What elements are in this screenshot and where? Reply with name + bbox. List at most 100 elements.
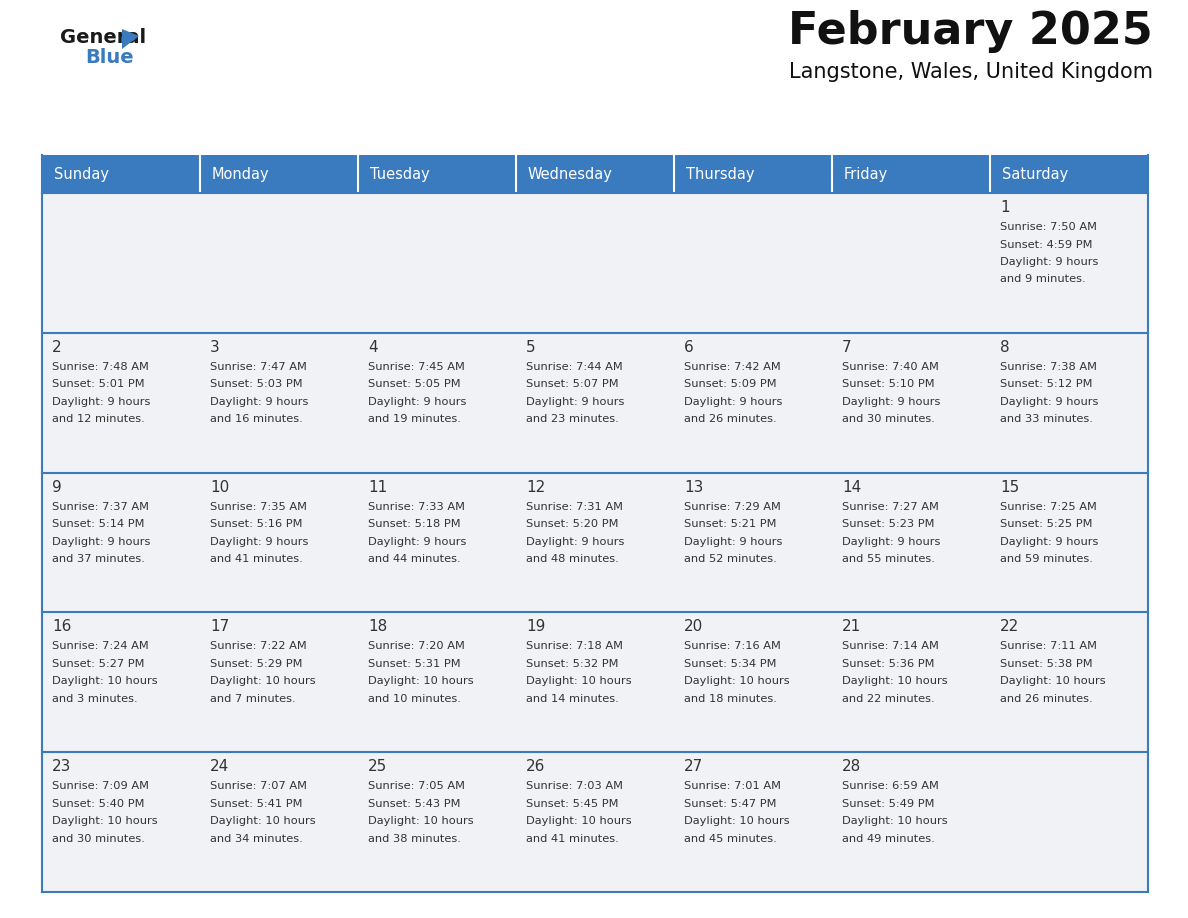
Text: Daylight: 10 hours: Daylight: 10 hours <box>210 816 316 826</box>
Text: Sunset: 5:20 PM: Sunset: 5:20 PM <box>526 519 619 529</box>
Bar <box>674 155 832 193</box>
Bar <box>516 612 674 752</box>
Text: Sunrise: 6:59 AM: Sunrise: 6:59 AM <box>842 781 939 791</box>
Text: General: General <box>61 28 146 47</box>
Text: 2: 2 <box>52 340 62 354</box>
Text: and 9 minutes.: and 9 minutes. <box>1000 274 1086 285</box>
Bar <box>674 612 832 752</box>
Text: 9: 9 <box>52 479 62 495</box>
Text: Daylight: 9 hours: Daylight: 9 hours <box>526 397 625 407</box>
Bar <box>42 612 200 752</box>
Text: Sunset: 4:59 PM: Sunset: 4:59 PM <box>1000 240 1093 250</box>
Text: Sunset: 5:12 PM: Sunset: 5:12 PM <box>1000 379 1093 389</box>
Text: and 34 minutes.: and 34 minutes. <box>210 834 303 844</box>
Bar <box>358 333 516 473</box>
Text: Daylight: 9 hours: Daylight: 9 hours <box>368 537 467 546</box>
Text: Daylight: 9 hours: Daylight: 9 hours <box>684 397 783 407</box>
Text: 14: 14 <box>842 479 861 495</box>
Text: Blue: Blue <box>86 48 133 67</box>
Text: Sunrise: 7:24 AM: Sunrise: 7:24 AM <box>52 642 148 652</box>
Text: Sunset: 5:31 PM: Sunset: 5:31 PM <box>368 659 461 669</box>
Text: 27: 27 <box>684 759 703 774</box>
Bar <box>832 155 990 193</box>
Text: 19: 19 <box>526 620 545 634</box>
Text: Sunrise: 7:07 AM: Sunrise: 7:07 AM <box>210 781 307 791</box>
Bar <box>42 193 200 333</box>
Text: 24: 24 <box>210 759 229 774</box>
Bar <box>200 193 358 333</box>
Text: Sunrise: 7:20 AM: Sunrise: 7:20 AM <box>368 642 465 652</box>
Text: Sunrise: 7:45 AM: Sunrise: 7:45 AM <box>368 362 465 372</box>
Text: Daylight: 10 hours: Daylight: 10 hours <box>1000 677 1106 687</box>
Bar <box>990 473 1148 612</box>
Text: and 41 minutes.: and 41 minutes. <box>210 554 303 564</box>
Text: Daylight: 10 hours: Daylight: 10 hours <box>684 816 790 826</box>
Text: and 16 minutes.: and 16 minutes. <box>210 414 303 424</box>
Bar <box>200 473 358 612</box>
Text: Sunrise: 7:09 AM: Sunrise: 7:09 AM <box>52 781 148 791</box>
Text: Sunrise: 7:22 AM: Sunrise: 7:22 AM <box>210 642 307 652</box>
Text: Wednesday: Wednesday <box>527 166 613 182</box>
Text: Daylight: 10 hours: Daylight: 10 hours <box>52 677 158 687</box>
Text: Daylight: 10 hours: Daylight: 10 hours <box>368 677 474 687</box>
Bar <box>832 193 990 333</box>
Text: Sunrise: 7:27 AM: Sunrise: 7:27 AM <box>842 501 939 511</box>
Bar <box>200 612 358 752</box>
Text: Sunset: 5:29 PM: Sunset: 5:29 PM <box>210 659 303 669</box>
Text: Sunrise: 7:18 AM: Sunrise: 7:18 AM <box>526 642 623 652</box>
Text: 25: 25 <box>368 759 387 774</box>
Bar <box>990 752 1148 892</box>
Text: Sunset: 5:40 PM: Sunset: 5:40 PM <box>52 799 145 809</box>
Polygon shape <box>122 29 139 49</box>
Text: 7: 7 <box>842 340 852 354</box>
Bar <box>832 473 990 612</box>
Bar <box>42 752 200 892</box>
Text: Sunrise: 7:03 AM: Sunrise: 7:03 AM <box>526 781 623 791</box>
Text: Sunset: 5:07 PM: Sunset: 5:07 PM <box>526 379 619 389</box>
Bar <box>516 752 674 892</box>
Bar <box>200 155 358 193</box>
Text: 17: 17 <box>210 620 229 634</box>
Text: Sunset: 5:03 PM: Sunset: 5:03 PM <box>210 379 303 389</box>
Text: Sunset: 5:47 PM: Sunset: 5:47 PM <box>684 799 777 809</box>
Text: Sunrise: 7:11 AM: Sunrise: 7:11 AM <box>1000 642 1097 652</box>
Text: 16: 16 <box>52 620 71 634</box>
Bar <box>674 193 832 333</box>
Text: and 26 minutes.: and 26 minutes. <box>1000 694 1093 704</box>
Text: and 18 minutes.: and 18 minutes. <box>684 694 777 704</box>
Text: Sunset: 5:09 PM: Sunset: 5:09 PM <box>684 379 777 389</box>
Text: Sunset: 5:43 PM: Sunset: 5:43 PM <box>368 799 461 809</box>
Bar <box>516 333 674 473</box>
Text: Sunset: 5:49 PM: Sunset: 5:49 PM <box>842 799 935 809</box>
Text: and 23 minutes.: and 23 minutes. <box>526 414 619 424</box>
Text: Sunset: 5:25 PM: Sunset: 5:25 PM <box>1000 519 1093 529</box>
Text: 3: 3 <box>210 340 220 354</box>
Text: Sunrise: 7:44 AM: Sunrise: 7:44 AM <box>526 362 623 372</box>
Bar <box>358 612 516 752</box>
Text: and 37 minutes.: and 37 minutes. <box>52 554 145 564</box>
Text: Daylight: 10 hours: Daylight: 10 hours <box>842 677 948 687</box>
Text: February 2025: February 2025 <box>789 10 1154 53</box>
Text: Sunrise: 7:16 AM: Sunrise: 7:16 AM <box>684 642 781 652</box>
Text: Sunrise: 7:01 AM: Sunrise: 7:01 AM <box>684 781 781 791</box>
Bar <box>200 752 358 892</box>
Text: and 10 minutes.: and 10 minutes. <box>368 694 461 704</box>
Text: Sunrise: 7:05 AM: Sunrise: 7:05 AM <box>368 781 465 791</box>
Text: and 33 minutes.: and 33 minutes. <box>1000 414 1093 424</box>
Text: Sunset: 5:41 PM: Sunset: 5:41 PM <box>210 799 303 809</box>
Text: and 26 minutes.: and 26 minutes. <box>684 414 777 424</box>
Text: Daylight: 10 hours: Daylight: 10 hours <box>526 816 632 826</box>
Text: Sunrise: 7:33 AM: Sunrise: 7:33 AM <box>368 501 465 511</box>
Text: and 38 minutes.: and 38 minutes. <box>368 834 461 844</box>
Text: 20: 20 <box>684 620 703 634</box>
Text: 11: 11 <box>368 479 387 495</box>
Text: and 59 minutes.: and 59 minutes. <box>1000 554 1093 564</box>
Text: Daylight: 10 hours: Daylight: 10 hours <box>842 816 948 826</box>
Text: and 12 minutes.: and 12 minutes. <box>52 414 145 424</box>
Text: 6: 6 <box>684 340 694 354</box>
Text: 15: 15 <box>1000 479 1019 495</box>
Bar <box>990 612 1148 752</box>
Bar <box>516 155 674 193</box>
Text: Sunset: 5:16 PM: Sunset: 5:16 PM <box>210 519 303 529</box>
Text: 28: 28 <box>842 759 861 774</box>
